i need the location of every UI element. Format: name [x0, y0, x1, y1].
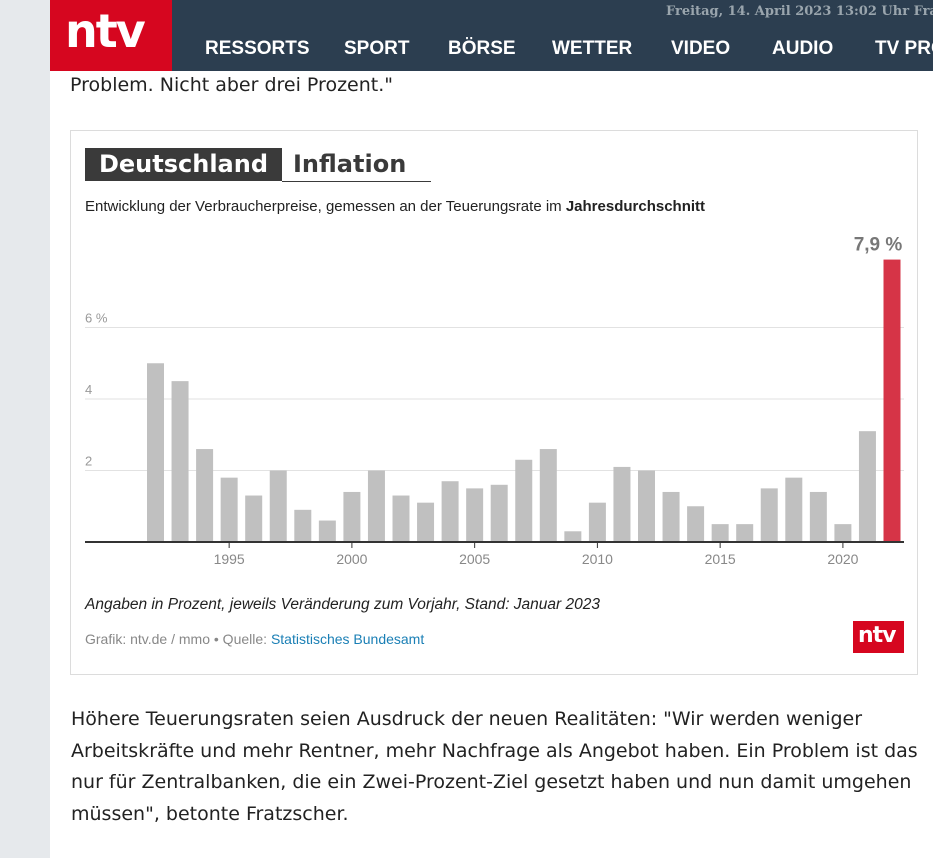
figure-title-country: Deutschland: [85, 148, 282, 181]
nav-item-wetter[interactable]: WETTER: [552, 38, 633, 59]
nav-item-boerse[interactable]: BÖRSE: [448, 38, 516, 59]
top-navigation-bar: ntv Freitag, 14. April 2023 13:02 Uhr Fr…: [50, 0, 933, 71]
bar: [318, 520, 336, 542]
bar: [834, 524, 852, 542]
bar: [171, 381, 189, 542]
bar: [269, 470, 287, 542]
nav-item-tv-pro[interactable]: TV PRO: [875, 38, 933, 59]
nav-item-sport[interactable]: SPORT: [344, 38, 410, 59]
bar: [220, 477, 238, 542]
subtitle-bold: Jahresdurchschnitt: [565, 198, 706, 215]
figure-source: Grafik: ntv.de / mmo • Quelle: Statistis…: [85, 631, 424, 647]
nav-item-audio[interactable]: AUDIO: [772, 38, 834, 59]
bar: [441, 481, 459, 542]
bar: [539, 449, 557, 542]
inflation-figure: Deutschland Inflation Entwicklung der Ve…: [70, 130, 918, 675]
bar: [343, 491, 361, 542]
bar: [687, 506, 705, 542]
y-tick-label: 4: [85, 382, 92, 397]
bar: [367, 470, 385, 542]
bar: [760, 488, 778, 542]
subtitle-text: Entwicklung der Verbraucherpreise, gemes…: [85, 198, 566, 215]
header-date: Freitag, 14. April 2023 13:02 Uhr Frank: [666, 4, 933, 19]
x-tick-label: 2015: [705, 551, 736, 567]
bar: [858, 431, 876, 542]
bar: [147, 363, 164, 542]
x-tick-label: 2000: [336, 551, 367, 567]
bar: [785, 477, 803, 542]
figure-subtitle: Entwicklung der Verbraucherpreise, gemes…: [85, 198, 705, 215]
bar: [466, 488, 484, 542]
bar: [564, 531, 582, 542]
title-underline: [282, 181, 431, 182]
bar: [662, 491, 680, 542]
nav-item-video[interactable]: VIDEO: [671, 38, 731, 59]
bar: [588, 502, 606, 542]
y-tick-label: 6 %: [85, 311, 108, 326]
bar: [809, 491, 827, 542]
x-tick-label: 2005: [459, 551, 490, 567]
inflation-bar-chart: 2 4 6 % 7,9 % 1995 2000 2005 2010 2015 2020: [85, 235, 904, 567]
bar: [515, 459, 533, 542]
article-paragraph: Höhere Teuerungsraten seien Ausdruck der…: [71, 708, 918, 825]
source-link[interactable]: Statistisches Bundesamt: [270, 631, 425, 647]
bar: [736, 524, 754, 542]
bar: [245, 495, 263, 542]
bar: [392, 495, 410, 542]
bar-highlight: [883, 259, 901, 542]
figure-title-topic: Inflation: [293, 150, 407, 178]
y-tick-label: 2: [85, 454, 92, 469]
figure-note: Angaben in Prozent, jeweils Veränderung …: [85, 596, 600, 613]
bar: [638, 470, 655, 542]
bar: [613, 466, 631, 542]
x-tick-label: 2010: [582, 551, 613, 567]
bar: [711, 524, 729, 542]
bar: [294, 509, 312, 542]
source-prefix: Grafik: ntv.de / mmo • Quelle:: [85, 631, 271, 647]
x-tick-label: 2020: [827, 551, 858, 567]
logo-text: ntv: [65, 4, 146, 58]
bar: [196, 449, 214, 542]
mini-logo-text: ntv: [858, 623, 897, 648]
x-tick-label: 1995: [214, 551, 245, 567]
ntv-mini-logo: ntv: [853, 621, 904, 653]
bar: [417, 502, 435, 542]
article-prev-text: Problem. Nicht aber drei Prozent.": [70, 74, 394, 96]
ntv-logo[interactable]: ntv: [50, 0, 172, 71]
highlight-value-label: 7,9 %: [854, 235, 903, 256]
nav-item-ressorts[interactable]: RESSORTS: [205, 38, 310, 59]
bar: [490, 484, 508, 542]
